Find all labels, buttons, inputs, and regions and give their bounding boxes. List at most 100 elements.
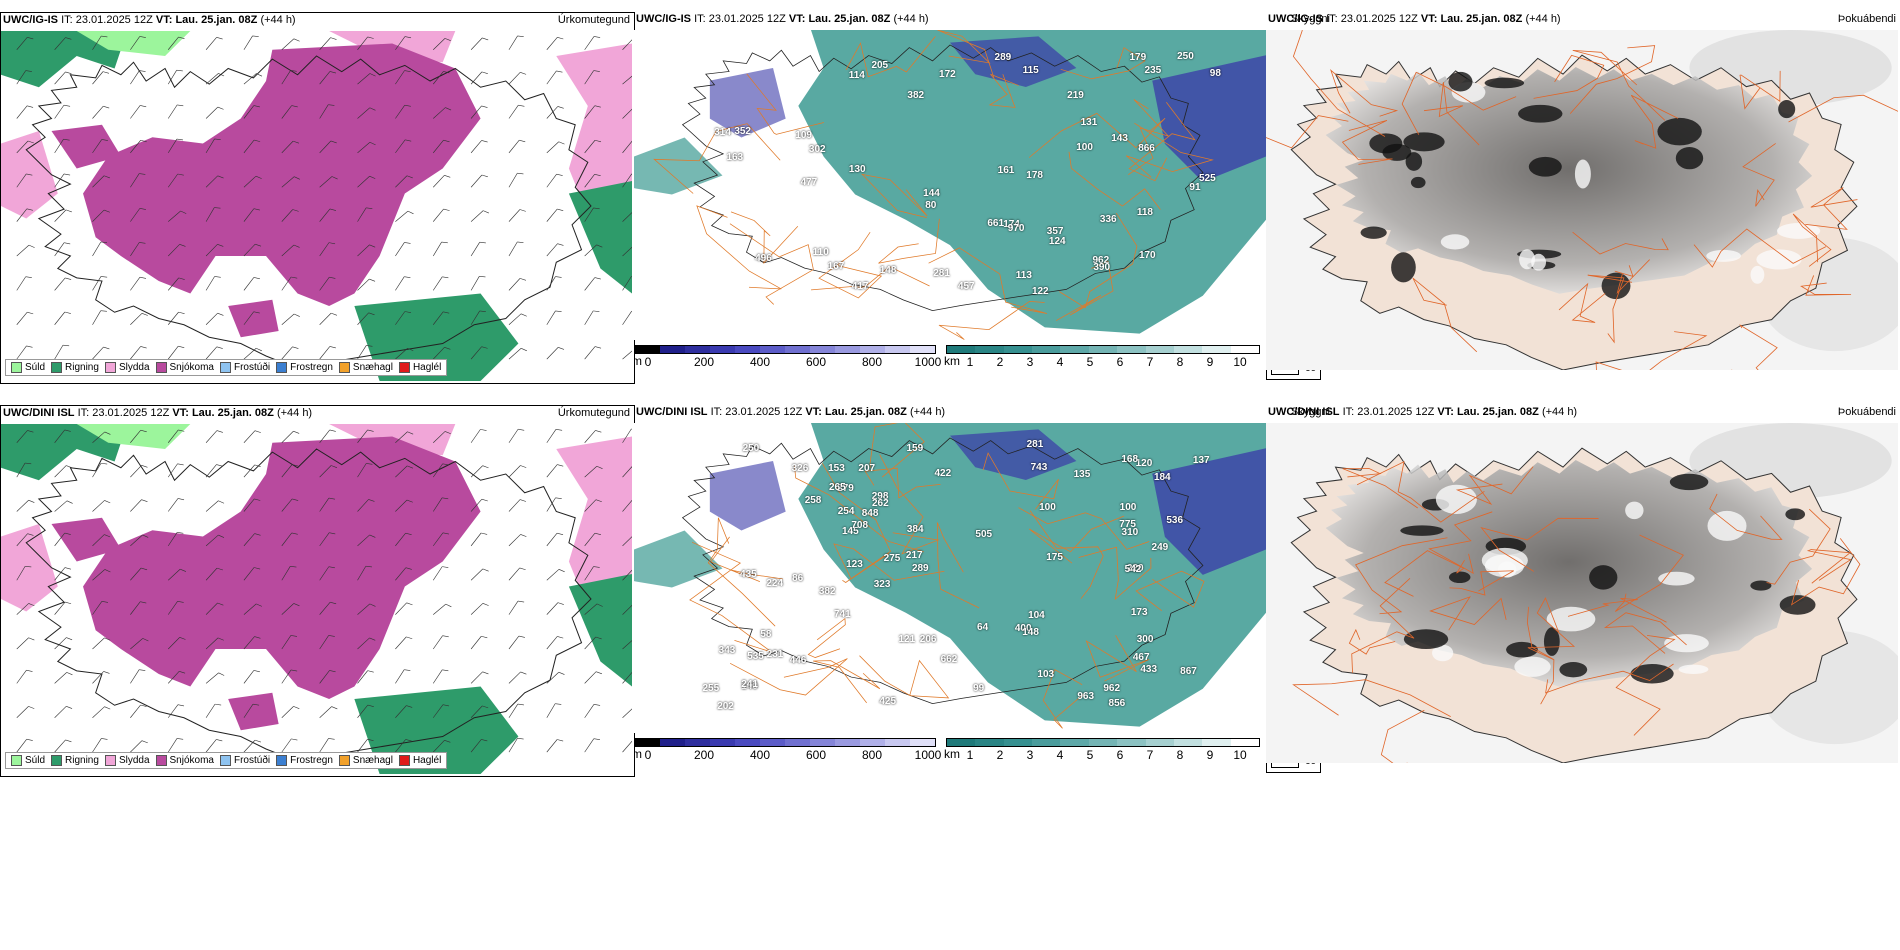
- colorbar-tick: 1: [966, 355, 974, 369]
- panel-title: UWC/IG-IS IT: 23.01.2025 12Z VT: Lau. 25…: [3, 14, 296, 26]
- visibility-label: 446: [789, 654, 807, 666]
- colorbar-tick: 200: [693, 355, 715, 369]
- visibility-label: 241: [741, 679, 758, 691]
- visibility-label: 422: [934, 468, 952, 480]
- legend-swatch: [51, 755, 63, 766]
- colorbar-tick: 200: [693, 748, 715, 762]
- precip-type-panel: UWC/DINI ISL IT: 23.01.2025 12Z VT: Lau.…: [0, 405, 635, 777]
- visibility-label: 173: [1130, 607, 1148, 619]
- visibility-label: 352: [734, 125, 751, 137]
- visibility-label: 505: [975, 529, 993, 541]
- visibility-label: 202: [717, 700, 734, 712]
- visibility-label: 114: [848, 70, 865, 82]
- colorbar-unit: km: [944, 747, 960, 761]
- visibility-label: 357: [1046, 225, 1064, 237]
- visibility-label: 148: [1022, 626, 1039, 638]
- visibility-label: 235: [1144, 64, 1162, 76]
- colorbar-tick: 400: [749, 748, 771, 762]
- legend-swatch: [104, 362, 116, 373]
- visibility-label: 153: [828, 462, 845, 474]
- colorbar-tick: 3: [1026, 355, 1034, 369]
- colorbar-unit: m: [634, 354, 642, 368]
- visibility-label: 254: [837, 506, 855, 518]
- visibility-label: 144: [923, 188, 940, 200]
- visibility-label: 103: [1037, 668, 1055, 680]
- visibility-label: 100: [1119, 502, 1137, 514]
- visibility-label: 289: [911, 562, 929, 574]
- visibility-label: 121: [898, 633, 916, 645]
- visibility-label: 661: [987, 218, 1005, 230]
- panel-right-title: Þokuábendi: [1837, 13, 1896, 25]
- visibility-label: 250: [742, 443, 760, 455]
- visibility-label: 250: [1177, 51, 1194, 63]
- legend-swatch: [11, 362, 22, 373]
- legend-swatch: [276, 362, 288, 373]
- legend-item: Snæhagl: [338, 755, 393, 766]
- precip-map: [1, 424, 632, 774]
- visibility-label: 249: [1151, 542, 1169, 554]
- visibility-label: 457: [957, 280, 975, 292]
- colorbar-tick: 9: [1206, 748, 1214, 762]
- panel-title: UWC/DINI ISL IT: 23.01.2025 12Z VT: Lau.…: [1268, 406, 1578, 418]
- colorbar-tick: 2: [996, 748, 1004, 762]
- legend-swatch: [219, 755, 231, 766]
- visibility-label: 279: [837, 483, 854, 495]
- panel-title: UWC/IG-IS IT: 23.01.2025 12Z VT: Lau. 25…: [1268, 13, 1561, 25]
- legend-label: Rigning: [65, 362, 99, 373]
- precip-legend: Súld Rigning Slydda Snjókoma Frostúði Frostre…: [5, 752, 448, 769]
- visibility-label: 100: [1039, 501, 1056, 513]
- km-colorbar: 1 2 3 4 5 6 7 8 9 10 km: [944, 345, 1260, 369]
- legend-label: Frostúði: [233, 362, 271, 373]
- precip-legend: Súld Rigning Slydda Snjókoma Frostúði Frostre…: [5, 359, 448, 376]
- visibility-label: 113: [1015, 269, 1032, 281]
- visibility-label: 281: [933, 267, 950, 279]
- legend-item: Frostregn: [276, 755, 333, 766]
- panel-right-title: Skyggni: [1290, 406, 1330, 418]
- legend-label: Súld: [25, 755, 46, 766]
- visibility-label: 179: [1129, 52, 1147, 64]
- visibility-label: 220: [1126, 562, 1144, 574]
- visibility-label: 708: [851, 519, 869, 531]
- colorbar-tick: 1000: [914, 748, 942, 762]
- legend-item: Haglél: [398, 362, 441, 373]
- visibility-label: 224: [766, 577, 784, 589]
- visibility-label: 163: [726, 152, 744, 163]
- colorbar-tick: 7: [1146, 748, 1154, 762]
- colorbar-tick: 800: [861, 355, 883, 369]
- panel-right-title: Skyggni: [1290, 13, 1330, 25]
- legend-label: Frostúði: [233, 755, 271, 766]
- visibility-label: 848: [861, 507, 879, 519]
- visibility-label: 148: [879, 265, 897, 277]
- visibility-label: 135: [1073, 468, 1091, 480]
- visibility-label: 310: [1121, 527, 1139, 539]
- colorbar-tick: 8: [1176, 748, 1184, 762]
- visibility-label: 970: [1007, 223, 1025, 235]
- visibility-label: 289: [994, 51, 1012, 63]
- legend-swatch: [338, 755, 350, 766]
- legend-label: Frostregn: [290, 362, 333, 373]
- visibility-label: 962: [1092, 254, 1110, 266]
- legend-swatch: [398, 755, 410, 766]
- visibility-label: 400: [1014, 622, 1032, 634]
- legend-label: Rigning: [65, 755, 99, 766]
- legend-swatch: [276, 755, 288, 766]
- colorbar-tick: 2: [996, 355, 1004, 369]
- fog-map: [1266, 423, 1898, 763]
- height-colorbar: 0 200 400 600 800 1000 m: [634, 738, 941, 762]
- visibility-label: 281: [1026, 439, 1044, 451]
- visibility-label: 80: [925, 199, 937, 211]
- colorbar-tick: 7: [1146, 355, 1154, 369]
- visibility-label: 86: [792, 573, 804, 585]
- visibility-label: 323: [873, 579, 891, 591]
- visibility-label: 231: [766, 648, 784, 660]
- legend-item: Súld: [11, 755, 45, 766]
- legend-item: Frostúði: [219, 362, 271, 373]
- visibility-label: 963: [1077, 690, 1095, 702]
- visibility-label: 137: [1192, 455, 1210, 467]
- precip-type-panel: UWC/IG-IS IT: 23.01.2025 12Z VT: Lau. 25…: [0, 12, 635, 384]
- visibility-label: 110: [812, 247, 829, 259]
- legend-swatch: [11, 755, 22, 766]
- visibility-label: 206: [919, 634, 937, 646]
- colorbar-tick: 6: [1116, 355, 1124, 369]
- visibility-label: 390: [1093, 262, 1111, 274]
